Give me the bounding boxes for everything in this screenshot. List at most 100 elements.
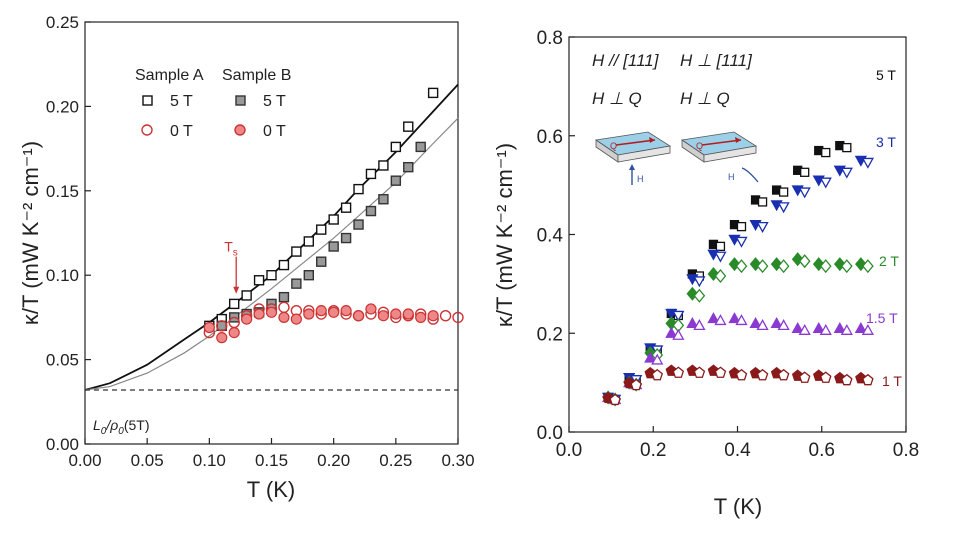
right-y-tick-label-4: 0.8 [537,28,563,49]
left-point-s0-11 [340,202,352,213]
right-point-s1-open-10 [819,177,832,189]
right-point-s4-open-5 [714,366,727,378]
left-point-s3-6 [278,311,290,323]
right-point-s3-open-11 [840,323,853,335]
right-point-s0-open-5 [715,241,726,252]
right-point-s3-filled-2 [644,351,657,363]
right-point-s3-filled-8 [770,317,783,329]
inset-plate-front-1 [617,145,671,163]
left-legend-row-0t-b: 0 T [263,123,286,140]
right-point-s3-filled-6 [728,312,741,324]
left-point-s3-12 [352,310,365,322]
left-point-s3-14 [377,310,389,322]
left-point-s0-4 [253,275,265,286]
left-point-s1-13 [378,194,389,205]
left-legend-marker-b5 [235,95,246,106]
inset-h-label-1: H [637,174,644,184]
field-label-3t: 3 T [876,134,896,150]
baseline-label-l-sub: 0 [101,426,107,437]
ts-annotation: Ts [224,239,238,259]
right-point-s3-filled-11 [833,321,846,333]
ts-annotation-main: T [224,239,233,255]
left-point-s1-16 [415,141,426,153]
right-point-s4-open-0 [609,393,621,406]
right-point-s2-open-10 [819,259,832,274]
left-x-tick-label-3: 0.15 [255,451,288,470]
left-point-s3-8 [303,308,315,320]
right-point-s3-open-5 [714,314,727,326]
left-point-s1-9 [328,241,339,252]
left-point-s3-2 [228,326,240,339]
right-x-tick-label-4: 0.8 [893,440,919,461]
left-y-tick-label-0: 0.00 [46,435,79,454]
right-y-tick-label-3: 0.6 [537,127,563,148]
inset-q-arrow-2 [701,139,742,146]
right-chart: 0.0 0.2 0.4 0.6 0.8 0.0 0.2 0.4 0.6 0.8 H // [111… [492,28,919,519]
right-point-s1-open-3 [672,310,685,322]
right-x-tick-label-0: 0.0 [556,440,582,461]
inset-q-label-2: Q [696,141,703,151]
right-point-s3-filled-5 [707,312,720,324]
left-point-s0-17 [427,87,439,99]
left-point-s0-9 [316,224,327,235]
inset-q-arrow-1 [615,139,656,146]
right-point-s1-open-12 [861,157,874,169]
baseline-label-rho-sub: 0 [118,426,124,437]
left-plot-frame [84,21,459,445]
left-x-tick-label-4: 0.20 [317,451,350,470]
right-point-s2-filled-7 [749,257,762,272]
inset-q-arrowhead-2 [735,137,741,143]
right-point-s2-open-9 [798,254,811,269]
right-y-axis-label: κ/T (mW K⁻² cm⁻¹) [492,143,517,327]
right-point-s0-open-9 [800,167,810,177]
left-point-s3-18 [427,310,439,322]
inset-col2-line2: H ⊥ Q [680,89,730,108]
left-legend-header-a: Sample A [135,67,204,84]
left-point-s1-7 [303,270,314,281]
right-point-s0-open-8 [778,187,789,197]
left-y-tick-label-4: 0.20 [46,97,79,116]
inset-h-label-2: H [728,172,735,182]
right-point-s0-open-10 [821,147,831,158]
left-y-tick-label-1: 0.05 [46,351,79,370]
left-point-s3-11 [340,305,352,317]
right-point-s4-open-9 [798,371,811,383]
right-point-s3-filled-4 [686,317,699,329]
right-point-s2-open-7 [756,259,769,274]
left-y-tick-label-3: 0.15 [46,182,79,201]
left-x-tick-label-0: 0.00 [68,451,101,470]
right-point-s1-open-6 [735,236,748,248]
right-point-s3-filled-7 [749,317,762,329]
left-x-tick-label-5: 0.25 [379,451,412,470]
left-point-s3-5 [265,306,278,318]
right-x-tick-label-2: 0.4 [724,440,751,461]
right-point-s1-open-7 [756,221,769,233]
left-point-s0-10 [328,214,339,225]
left-point-s3-10 [328,306,340,318]
left-fit-curve-1 [84,117,459,391]
left-legend-row-5t-a: 5 T [170,93,193,110]
left-point-s0-16 [403,121,414,132]
right-point-s3-filled-9 [791,321,804,333]
right-point-s3-open-8 [777,319,790,331]
left-y-tick-label-2: 0.10 [46,266,79,285]
right-point-s1-open-11 [840,167,853,179]
right-point-s2-open-12 [862,259,874,274]
left-point-s3-7 [290,313,302,325]
inset-q-label-1: Q [610,141,617,151]
inset-plate-front-2 [703,145,757,163]
field-label-1-5t: 1.5 T [866,310,898,326]
inset-crystal-parallel: Q H [594,131,672,185]
left-point-s2-19 [439,310,452,322]
field-label-5t: 5 T [876,67,896,83]
ts-annotation-sub: s [233,248,238,259]
left-point-s1-10 [340,232,352,244]
left-point-s3-0 [203,321,215,334]
right-point-s2-filled-9 [791,252,804,267]
left-point-s0-7 [291,246,302,257]
right-point-s3-open-7 [756,319,769,331]
left-point-s2-6 [278,301,290,313]
right-point-s4-open-4 [693,366,706,378]
inset-h-arrow-2 [741,167,759,183]
